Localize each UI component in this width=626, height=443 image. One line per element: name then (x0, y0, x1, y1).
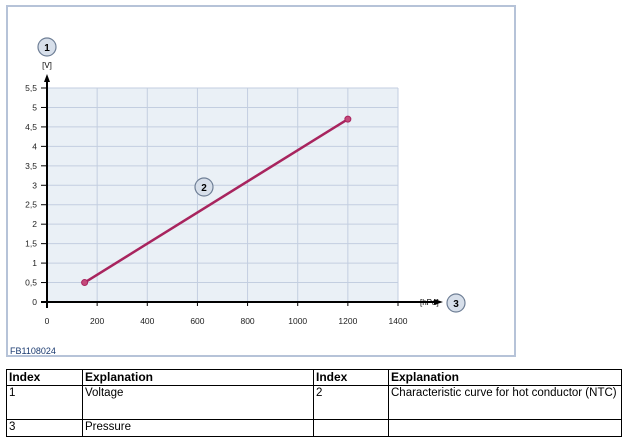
x-axis-label: [hPa] (420, 298, 439, 307)
x-tick-label: 1400 (389, 316, 408, 326)
table-row: 1 Voltage 2 Characteristic curve for hot… (6, 385, 622, 420)
table-cell (388, 419, 622, 437)
y-tick-label: 4,5 (25, 122, 37, 132)
x-tick-label: 1200 (338, 316, 357, 326)
annotation-bubble (446, 293, 466, 313)
header-cell: Index (6, 369, 83, 386)
x-tick-label: 200 (90, 316, 104, 326)
annotation-bubble (37, 37, 57, 57)
y-tick-label: 3 (32, 180, 37, 190)
header-cell: Explanation (388, 369, 622, 386)
x-axis-arrow (434, 299, 443, 305)
annotation-label: 2 (201, 183, 207, 194)
table-cell: 3 (6, 419, 83, 437)
table-cell (313, 419, 389, 437)
chart: 0 200 400 600 800 1000 1200 1400 0 0,5 1 1,5 2 2,5 3 3,… (25, 37, 466, 326)
y-tick-label: 0 (32, 297, 37, 307)
header-cell: Explanation (82, 369, 314, 386)
y-tick-label: 2,5 (25, 200, 37, 210)
annotation-label: 1 (44, 43, 50, 54)
figure-code: FB1108024 (10, 346, 56, 356)
y-tick-label: 0,5 (25, 278, 37, 288)
table-cell: 2 (313, 385, 389, 420)
header-cell: Index (313, 369, 389, 386)
x-tick-label: 800 (240, 316, 254, 326)
table-cell: Pressure (82, 419, 314, 437)
table-cell: Characteristic curve for hot conductor (… (388, 385, 622, 420)
y-tick-label: 2 (32, 219, 37, 229)
table-cell: Voltage (82, 385, 314, 420)
data-point (81, 279, 89, 287)
series-line (83, 118, 349, 284)
table-cell: 1 (6, 385, 83, 420)
annotation-label: 3 (453, 299, 459, 310)
annotation-bubble (194, 177, 214, 197)
data-point (344, 115, 352, 123)
legend-table: Index Explanation Index Explanation 1 Vo… (6, 369, 622, 437)
x-tick-label: 600 (190, 316, 204, 326)
x-tick-label: 1000 (288, 316, 307, 326)
x-tick-label: 400 (140, 316, 154, 326)
y-axis-arrow (44, 74, 50, 82)
x-tick-label: 0 (45, 316, 50, 326)
table-header: Index Explanation Index Explanation (6, 369, 622, 386)
figure-frame (6, 5, 516, 357)
y-tick-label: 1 (32, 258, 37, 268)
table-row: 3 Pressure (6, 419, 622, 437)
y-axis-label: [V] (42, 61, 52, 70)
y-tick-label: 5 (32, 102, 37, 112)
y-tick-label: 4 (32, 141, 37, 151)
y-tick-label: 5,5 (25, 83, 37, 93)
y-tick-label: 1,5 (25, 239, 37, 249)
y-tick-label: 3,5 (25, 161, 37, 171)
